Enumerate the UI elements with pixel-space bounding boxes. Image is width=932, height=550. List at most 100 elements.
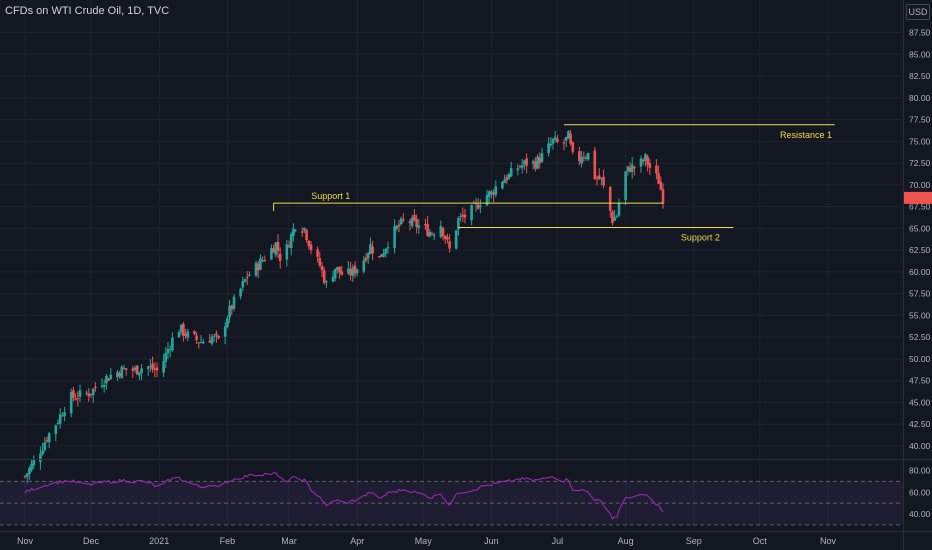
- candle-down: [272, 248, 275, 253]
- candle-down: [569, 133, 572, 144]
- candle-down: [276, 241, 280, 252]
- y-tick-label: 67.50: [909, 202, 931, 212]
- y-tick-label: 42.50: [909, 419, 931, 429]
- x-tick-label: May: [415, 536, 433, 546]
- candle-up: [393, 226, 396, 249]
- candle-down: [217, 335, 220, 338]
- candle-down: [300, 231, 304, 233]
- candle-up: [586, 152, 590, 160]
- candle-down: [87, 393, 91, 397]
- candle-down: [353, 265, 357, 274]
- candle-up: [303, 228, 306, 231]
- y-tick-label: 55.00: [909, 310, 931, 320]
- candle-up: [241, 280, 245, 288]
- candle-up: [410, 217, 414, 226]
- y-tick-label: 80.00: [909, 93, 931, 103]
- candle-up: [644, 154, 647, 161]
- candle-up: [428, 232, 432, 237]
- candle-down: [151, 363, 154, 370]
- candle-up: [509, 168, 513, 177]
- candle-down: [646, 156, 649, 165]
- grid: [0, 0, 903, 530]
- candle-down: [184, 333, 187, 337]
- y-tick-label: 57.50: [909, 289, 931, 299]
- candle-up: [63, 412, 66, 417]
- rsi-line: [24, 472, 664, 520]
- candle-up: [549, 143, 553, 146]
- candle-down: [415, 218, 418, 227]
- candle-up: [212, 335, 216, 337]
- candle-down: [578, 151, 581, 162]
- candle-down: [655, 165, 658, 174]
- candle-down: [518, 166, 522, 168]
- candle-up: [25, 473, 29, 477]
- candle-up: [540, 153, 544, 162]
- currency-badge[interactable]: USD: [906, 4, 930, 20]
- candle-up: [47, 433, 51, 443]
- x-tick-label: Feb: [220, 536, 236, 546]
- x-tick-label: Jun: [484, 536, 499, 546]
- candle-down: [230, 305, 234, 310]
- candle-up: [553, 137, 557, 140]
- candle-up: [54, 425, 58, 435]
- candle-down: [597, 175, 601, 180]
- candle-up: [386, 247, 390, 249]
- candle-up: [58, 414, 62, 424]
- candle-up: [351, 267, 355, 276]
- candle-up: [417, 225, 421, 229]
- y-tick-label: 40.00: [909, 441, 931, 451]
- candle-up: [501, 181, 504, 189]
- candle-up: [232, 296, 236, 309]
- candle-up: [294, 229, 297, 231]
- candle-down: [562, 142, 566, 144]
- candle-down: [648, 163, 652, 168]
- candle-up: [133, 367, 137, 370]
- annotation-label: Support 2: [681, 232, 720, 242]
- candle-up: [239, 288, 242, 297]
- candle-down: [534, 161, 537, 169]
- candle-up: [384, 248, 388, 254]
- y-tick-label: 85.00: [909, 49, 931, 59]
- candle-down: [89, 393, 93, 395]
- candle-down: [124, 368, 128, 370]
- candle-up: [289, 234, 293, 248]
- candle-down: [448, 241, 451, 249]
- candlestick-series: [23, 129, 665, 484]
- candle-up: [325, 281, 328, 283]
- candle-down: [155, 367, 159, 371]
- candle-up: [39, 453, 42, 463]
- last-price-marker: [904, 191, 932, 204]
- candle-up: [470, 205, 473, 221]
- candle-up: [226, 318, 229, 328]
- candle-up: [69, 392, 73, 414]
- x-tick-label: Sep: [686, 536, 702, 546]
- candle-up: [516, 168, 520, 171]
- candle-up: [457, 217, 460, 230]
- candle-down: [628, 167, 632, 172]
- candle-up: [259, 258, 262, 270]
- candle-up: [520, 165, 524, 168]
- candle-up: [261, 260, 264, 262]
- candle-up: [630, 164, 634, 172]
- candle-down: [118, 372, 121, 377]
- x-tick-label: 2021: [149, 536, 169, 546]
- candle-down: [245, 277, 249, 279]
- candle-up: [122, 367, 126, 369]
- candle-up: [336, 266, 339, 270]
- candle-down: [611, 211, 614, 224]
- candle-up: [177, 332, 181, 338]
- candle-down: [316, 249, 319, 257]
- candle-down: [463, 214, 467, 218]
- candle-up: [270, 248, 273, 260]
- y-tick-label: 87.50: [909, 28, 931, 38]
- candle-up: [85, 392, 88, 394]
- candle-down: [556, 138, 559, 143]
- candle-down: [402, 219, 405, 221]
- candle-down: [256, 263, 260, 271]
- candle-down: [135, 365, 139, 375]
- candle-up: [166, 348, 170, 354]
- candle-up: [624, 171, 627, 201]
- candle-down: [476, 204, 480, 209]
- candle-down: [397, 224, 401, 227]
